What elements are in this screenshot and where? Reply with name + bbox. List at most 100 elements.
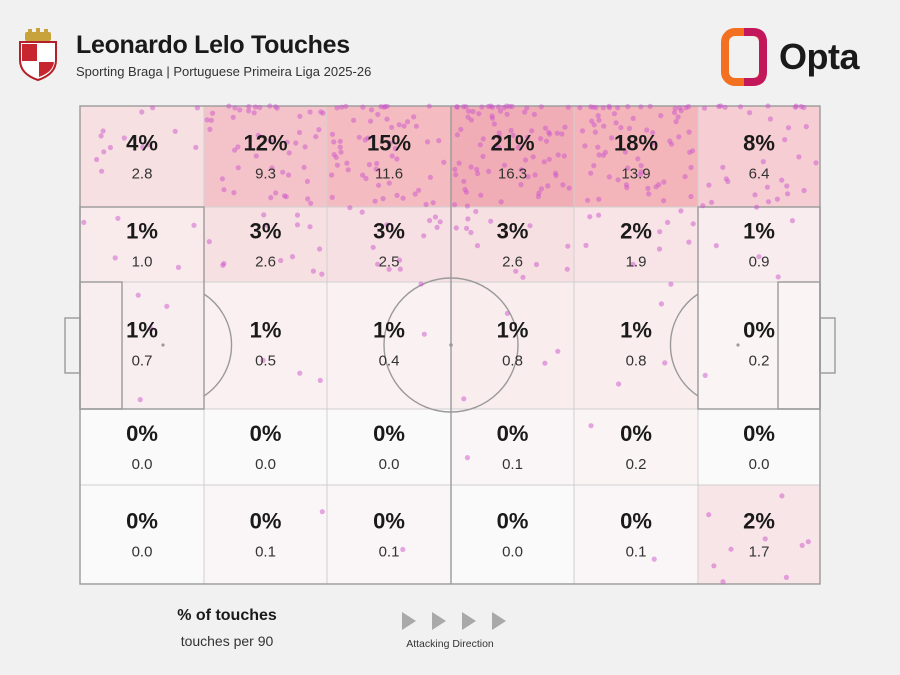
cell-percent-label: 21% — [490, 131, 534, 156]
touch-dot — [538, 186, 545, 192]
heat-cell-r1-c1 — [80, 106, 204, 207]
touch-dot — [723, 176, 729, 182]
touch-dot — [273, 190, 279, 196]
heat-cell-r5-c5 — [574, 485, 698, 584]
touch-dot — [638, 104, 644, 110]
touch-dot — [559, 131, 565, 137]
touch-dot — [532, 172, 538, 178]
touch-dot — [286, 172, 292, 178]
touch-dot — [764, 184, 771, 190]
legend-percent-label: % of touches — [177, 607, 277, 624]
touch-dot — [737, 104, 744, 110]
touch-dot — [583, 242, 589, 248]
touch-dot — [609, 135, 615, 141]
cell-per90-label: 1.7 — [749, 544, 770, 561]
touch-dot — [713, 243, 719, 249]
touch-dot — [307, 109, 313, 115]
chart-subtitle: Sporting Braga | Portuguese Primeira Lig… — [76, 64, 372, 79]
touch-dot — [752, 192, 758, 198]
touch-dot — [560, 182, 566, 188]
touch-dot — [317, 246, 323, 252]
touch-dot — [264, 222, 270, 228]
touch-dot — [533, 261, 540, 268]
touch-dot — [436, 138, 442, 144]
cell-per90-label: 2.6 — [255, 254, 276, 271]
legend-per90-label: touches per 90 — [180, 633, 274, 649]
touch-dot — [208, 117, 214, 123]
cell-per90-label: 0.7 — [132, 353, 153, 370]
touch-dot — [344, 160, 350, 166]
cell-per90-label: 0.1 — [379, 544, 400, 561]
touch-dot — [452, 202, 458, 208]
touch-dot — [690, 221, 696, 227]
cell-per90-label: 2.6 — [502, 254, 523, 271]
touch-dot — [164, 303, 170, 309]
touch-dot — [613, 120, 619, 126]
heat-cell-r2-c4 — [451, 207, 574, 282]
touch-dot — [221, 187, 227, 193]
cell-percent-label: 3% — [497, 219, 529, 244]
touch-dot — [596, 152, 602, 158]
cell-per90-label: 0.1 — [502, 456, 523, 473]
touch-dot — [504, 111, 510, 117]
heat-cell-r5-c6 — [698, 485, 820, 584]
cell-percent-label: 8% — [743, 131, 775, 156]
touch-dot — [474, 243, 481, 249]
touch-dot — [495, 144, 501, 150]
touch-dot — [430, 200, 436, 206]
touch-dot — [524, 105, 530, 111]
touch-dot — [255, 132, 261, 138]
touch-dot — [260, 357, 266, 363]
touch-dot — [293, 140, 299, 146]
cell-percent-label: 0% — [743, 318, 775, 343]
touch-dot — [389, 153, 395, 159]
touch-dot — [525, 134, 531, 140]
touch-dot — [261, 212, 267, 218]
touch-dot — [441, 159, 447, 165]
touch-dot — [135, 292, 141, 298]
cell-percent-label: 0% — [620, 421, 652, 446]
touch-dot — [782, 137, 788, 143]
touch-dot — [387, 140, 393, 146]
touch-dot — [253, 153, 259, 159]
touch-dot — [555, 348, 561, 354]
right-penalty-arc — [669, 293, 699, 397]
touch-dot — [302, 144, 308, 150]
touch-dot — [465, 114, 471, 120]
touch-dot — [269, 165, 275, 171]
touch-dot — [297, 113, 303, 119]
touch-dot — [801, 104, 807, 111]
touch-dot — [329, 194, 335, 200]
touch-dot — [423, 201, 429, 208]
touch-dot — [588, 170, 594, 176]
touch-dot — [232, 147, 238, 153]
touch-dot — [351, 117, 357, 123]
touch-dot — [363, 175, 369, 182]
touch-dot — [591, 163, 597, 169]
touch-dot — [148, 326, 154, 332]
touch-dot — [368, 118, 374, 124]
left-penalty-spot — [161, 343, 165, 347]
touch-dot — [799, 542, 805, 549]
club-crest-logo — [19, 28, 57, 82]
touch-dot — [101, 149, 107, 155]
touch-dot — [805, 539, 811, 545]
right-goal — [819, 317, 836, 374]
touch-dot — [194, 105, 200, 111]
touch-dot — [473, 208, 479, 215]
touch-dot — [491, 121, 497, 127]
touch-dot — [813, 160, 819, 166]
touch-dot — [400, 546, 406, 553]
touch-dot — [793, 103, 799, 109]
touch-dot — [541, 159, 547, 165]
touch-dot — [651, 556, 657, 562]
touch-dot — [676, 134, 682, 140]
touch-dot — [463, 104, 469, 110]
touch-dot — [596, 212, 602, 218]
touch-dot — [359, 209, 365, 215]
touch-dot — [480, 136, 486, 142]
touch-dot — [232, 105, 238, 111]
centre-spot — [449, 343, 453, 347]
touch-dot — [413, 123, 419, 129]
touch-dot — [140, 144, 146, 150]
